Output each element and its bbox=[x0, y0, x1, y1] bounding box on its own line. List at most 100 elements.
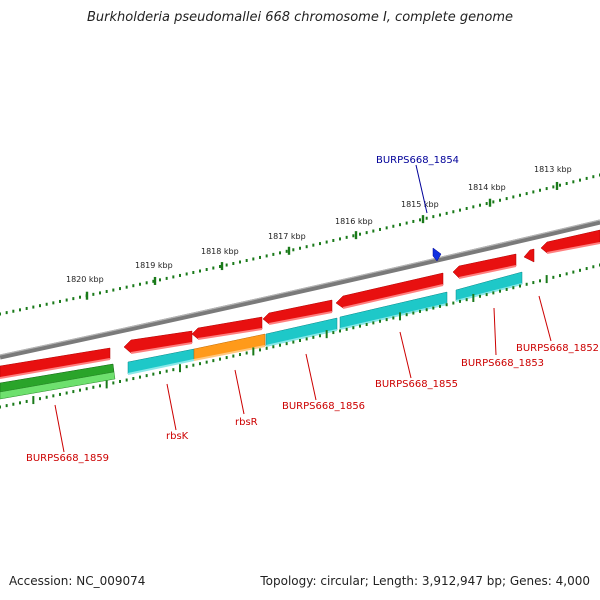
scale-dot bbox=[412, 219, 415, 223]
inner-tick bbox=[92, 385, 95, 389]
inner-tick bbox=[552, 275, 555, 279]
inner-tick bbox=[5, 404, 8, 408]
gene-label-1854[interactable]: BURPS668_1854 bbox=[376, 155, 459, 166]
scale-dot bbox=[12, 309, 15, 313]
scale-dot bbox=[565, 182, 568, 186]
cds-shade bbox=[268, 311, 333, 325]
backbone-arc-highlight bbox=[0, 219, 600, 356]
inner-tick bbox=[79, 388, 81, 392]
gene-label-1853[interactable]: BURPS668_1853 bbox=[461, 358, 544, 369]
cds-forward-1852[interactable] bbox=[523, 248, 535, 263]
inner-tick bbox=[12, 402, 15, 406]
scale-dot bbox=[259, 255, 261, 259]
inner-tick bbox=[452, 301, 455, 305]
cds-forward-rbsr[interactable] bbox=[191, 316, 263, 340]
inner-tick bbox=[279, 343, 281, 347]
inner-tick bbox=[192, 363, 195, 367]
inner-tick bbox=[179, 364, 181, 373]
inner-tick bbox=[392, 316, 395, 320]
scale-dot bbox=[465, 206, 468, 210]
inner-tick bbox=[472, 293, 475, 302]
scale-dot bbox=[445, 211, 448, 215]
inner-tick bbox=[339, 329, 341, 333]
green-feature-lower[interactable] bbox=[0, 371, 116, 400]
inner-tick bbox=[312, 335, 315, 339]
inner-tick bbox=[372, 321, 375, 325]
scale-dot bbox=[125, 285, 128, 289]
scale-dot bbox=[339, 237, 341, 241]
scale-dot bbox=[512, 195, 515, 199]
scale-dot bbox=[372, 229, 375, 233]
gene-label-rbsr[interactable]: rbsR bbox=[235, 417, 258, 428]
gene-label-1852[interactable]: BURPS668_1852 bbox=[516, 343, 599, 354]
cds-shade bbox=[265, 329, 338, 347]
scale-dot bbox=[105, 289, 108, 293]
inner-tick bbox=[345, 327, 348, 331]
inner-tick bbox=[152, 372, 155, 376]
kbp-label-1817: 1817 kbp bbox=[268, 232, 306, 241]
scale-dot bbox=[359, 232, 361, 236]
scale-dot bbox=[252, 257, 255, 261]
scale-major-tick bbox=[421, 215, 425, 224]
inner-tick bbox=[565, 272, 568, 276]
cds-forward-1851[interactable] bbox=[540, 229, 600, 254]
scale-dot bbox=[219, 265, 221, 269]
scale-dot bbox=[79, 295, 81, 299]
inner-tick bbox=[119, 379, 121, 383]
scale-dot bbox=[592, 175, 595, 179]
gene-label-1856[interactable]: BURPS668_1856 bbox=[282, 401, 365, 412]
inner-tick bbox=[385, 318, 388, 322]
scale-dot bbox=[479, 203, 481, 207]
inner-tick bbox=[139, 375, 141, 379]
scale-dot bbox=[212, 266, 215, 270]
inner-tick bbox=[299, 339, 301, 342]
inner-tick bbox=[52, 394, 55, 398]
inner-tick bbox=[505, 287, 508, 291]
inner-tick bbox=[379, 319, 381, 323]
scale-dot bbox=[405, 221, 408, 225]
inner-tick bbox=[585, 267, 588, 271]
inner-tick bbox=[205, 360, 208, 364]
inner-tick bbox=[132, 377, 135, 381]
kbp-label-1819: 1819 kbp bbox=[135, 261, 173, 270]
scale-dot bbox=[225, 263, 228, 267]
scale-dot bbox=[425, 216, 428, 220]
inner-tick bbox=[439, 304, 441, 308]
scale-dot bbox=[379, 227, 381, 231]
scale-dot bbox=[25, 306, 28, 310]
scale-dot bbox=[385, 226, 388, 230]
inner-tick bbox=[272, 345, 275, 349]
gene-label-1859[interactable]: BURPS668_1859 bbox=[26, 453, 109, 464]
cds-forward-1855[interactable] bbox=[335, 272, 444, 309]
backbone-arc bbox=[0, 219, 600, 360]
scale-dot bbox=[285, 249, 288, 253]
scale-dot bbox=[485, 202, 488, 206]
cds-forward-1853[interactable] bbox=[452, 253, 517, 279]
forward-strand-track bbox=[0, 229, 600, 379]
inner-tick bbox=[305, 337, 308, 341]
scale-major-ticks bbox=[85, 181, 559, 300]
inner-tick bbox=[125, 378, 128, 382]
scale-dot bbox=[232, 262, 235, 266]
cds-forward-1856[interactable] bbox=[262, 299, 333, 325]
scale-dot bbox=[439, 213, 441, 217]
gene-label-rbsk[interactable]: rbsK bbox=[166, 431, 189, 442]
cds-forward-rbsk[interactable] bbox=[123, 330, 193, 354]
cds-shade bbox=[197, 328, 263, 340]
inner-tick bbox=[525, 282, 528, 286]
gene-label-1855[interactable]: BURPS668_1855 bbox=[375, 379, 458, 390]
inner-tick bbox=[212, 359, 215, 363]
scale-labels: 1820 kbp 1819 kbp 1818 kbp 1817 kbp 1816… bbox=[66, 165, 572, 284]
inner-tick bbox=[512, 286, 515, 290]
scale-dot bbox=[472, 205, 475, 209]
inner-tick bbox=[72, 390, 75, 394]
scale-dot bbox=[45, 302, 48, 306]
scale-dot bbox=[199, 269, 201, 273]
feature-marker-1854[interactable] bbox=[432, 247, 442, 262]
scale-dot bbox=[185, 272, 188, 276]
scale-dot bbox=[192, 270, 195, 274]
inner-tick bbox=[359, 324, 361, 328]
leader-rbsr bbox=[234, 369, 245, 415]
